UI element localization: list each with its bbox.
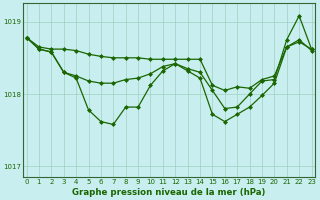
X-axis label: Graphe pression niveau de la mer (hPa): Graphe pression niveau de la mer (hPa) bbox=[72, 188, 266, 197]
